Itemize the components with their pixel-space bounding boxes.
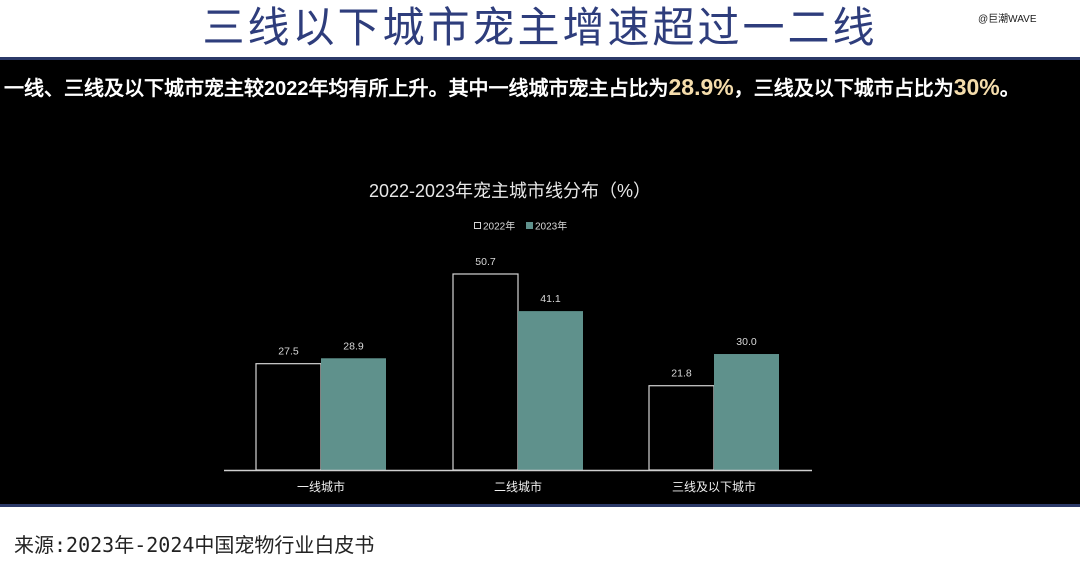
value-label-series1-category2: 50.7 (475, 256, 496, 268)
value-label-series1-category3: 21.8 (671, 368, 692, 380)
bar-series1-category2 (452, 273, 519, 471)
summary-middle: ，三线及以下城市占比为 (733, 78, 954, 100)
bar-series1-category3 (648, 385, 715, 471)
category-label-3: 三线及以下城市 (672, 479, 756, 494)
legend-swatch-series2 (526, 222, 533, 229)
bottom-divider (0, 504, 1080, 507)
watermark-handle: @巨潮WAVE (978, 14, 1037, 25)
slide-title: 三线以下城市宠主增速超过一二线 (202, 3, 878, 52)
value-label-series2-category1: 28.9 (343, 340, 364, 352)
value-label-series2-category2: 41.1 (540, 293, 561, 305)
category-label-1: 一线城市 (297, 479, 345, 494)
chart-title: 2022-2023年宠主城市线分布（%） (369, 181, 651, 201)
source-note: 来源:2023年-2024中国宠物行业白皮书 (14, 533, 375, 557)
legend-swatch-series1 (474, 222, 481, 229)
bar-series2-category3 (714, 354, 779, 470)
highlight-value-tier1: 28.9% (668, 74, 734, 100)
highlight-value-tier3: 30% (953, 74, 1000, 100)
title-divider (0, 57, 1080, 60)
category-axis-labels: 一线城市 二线城市 三线及以下城市 (297, 479, 756, 494)
legend-label-series1: 2022年 (483, 220, 515, 233)
bar-series2-category2 (518, 311, 583, 470)
value-label-series2-category3: 30.0 (736, 336, 757, 348)
category-label-2: 二线城市 (494, 479, 542, 494)
summary-end: 。 (999, 78, 1020, 100)
value-label-series1-category1: 27.5 (278, 346, 299, 358)
summary-lead: 一线、三线及以下城市宠主较2022年均有所上升。其中一线城市宠主占比为 (4, 78, 669, 100)
plot-marks: 27.5 50.7 21.8 28.9 41.1 30.0 (255, 256, 779, 471)
legend: 2022年 2023年 (474, 220, 567, 233)
chart-panel: 一线、三线及以下城市宠主较2022年均有所上升。其中一线城市宠主占比为28.9%… (0, 60, 1080, 504)
bar-chart: 2022-2023年宠主城市线分布（%） 2022年 2023年 27.5 50.… (224, 181, 812, 494)
summary-text: 一线、三线及以下城市宠主较2022年均有所上升。其中一线城市宠主占比为28.9%… (4, 73, 1020, 101)
legend-label-series2: 2023年 (535, 220, 567, 233)
bar-series2-category1 (321, 358, 386, 470)
bar-series1-category1 (255, 363, 322, 471)
